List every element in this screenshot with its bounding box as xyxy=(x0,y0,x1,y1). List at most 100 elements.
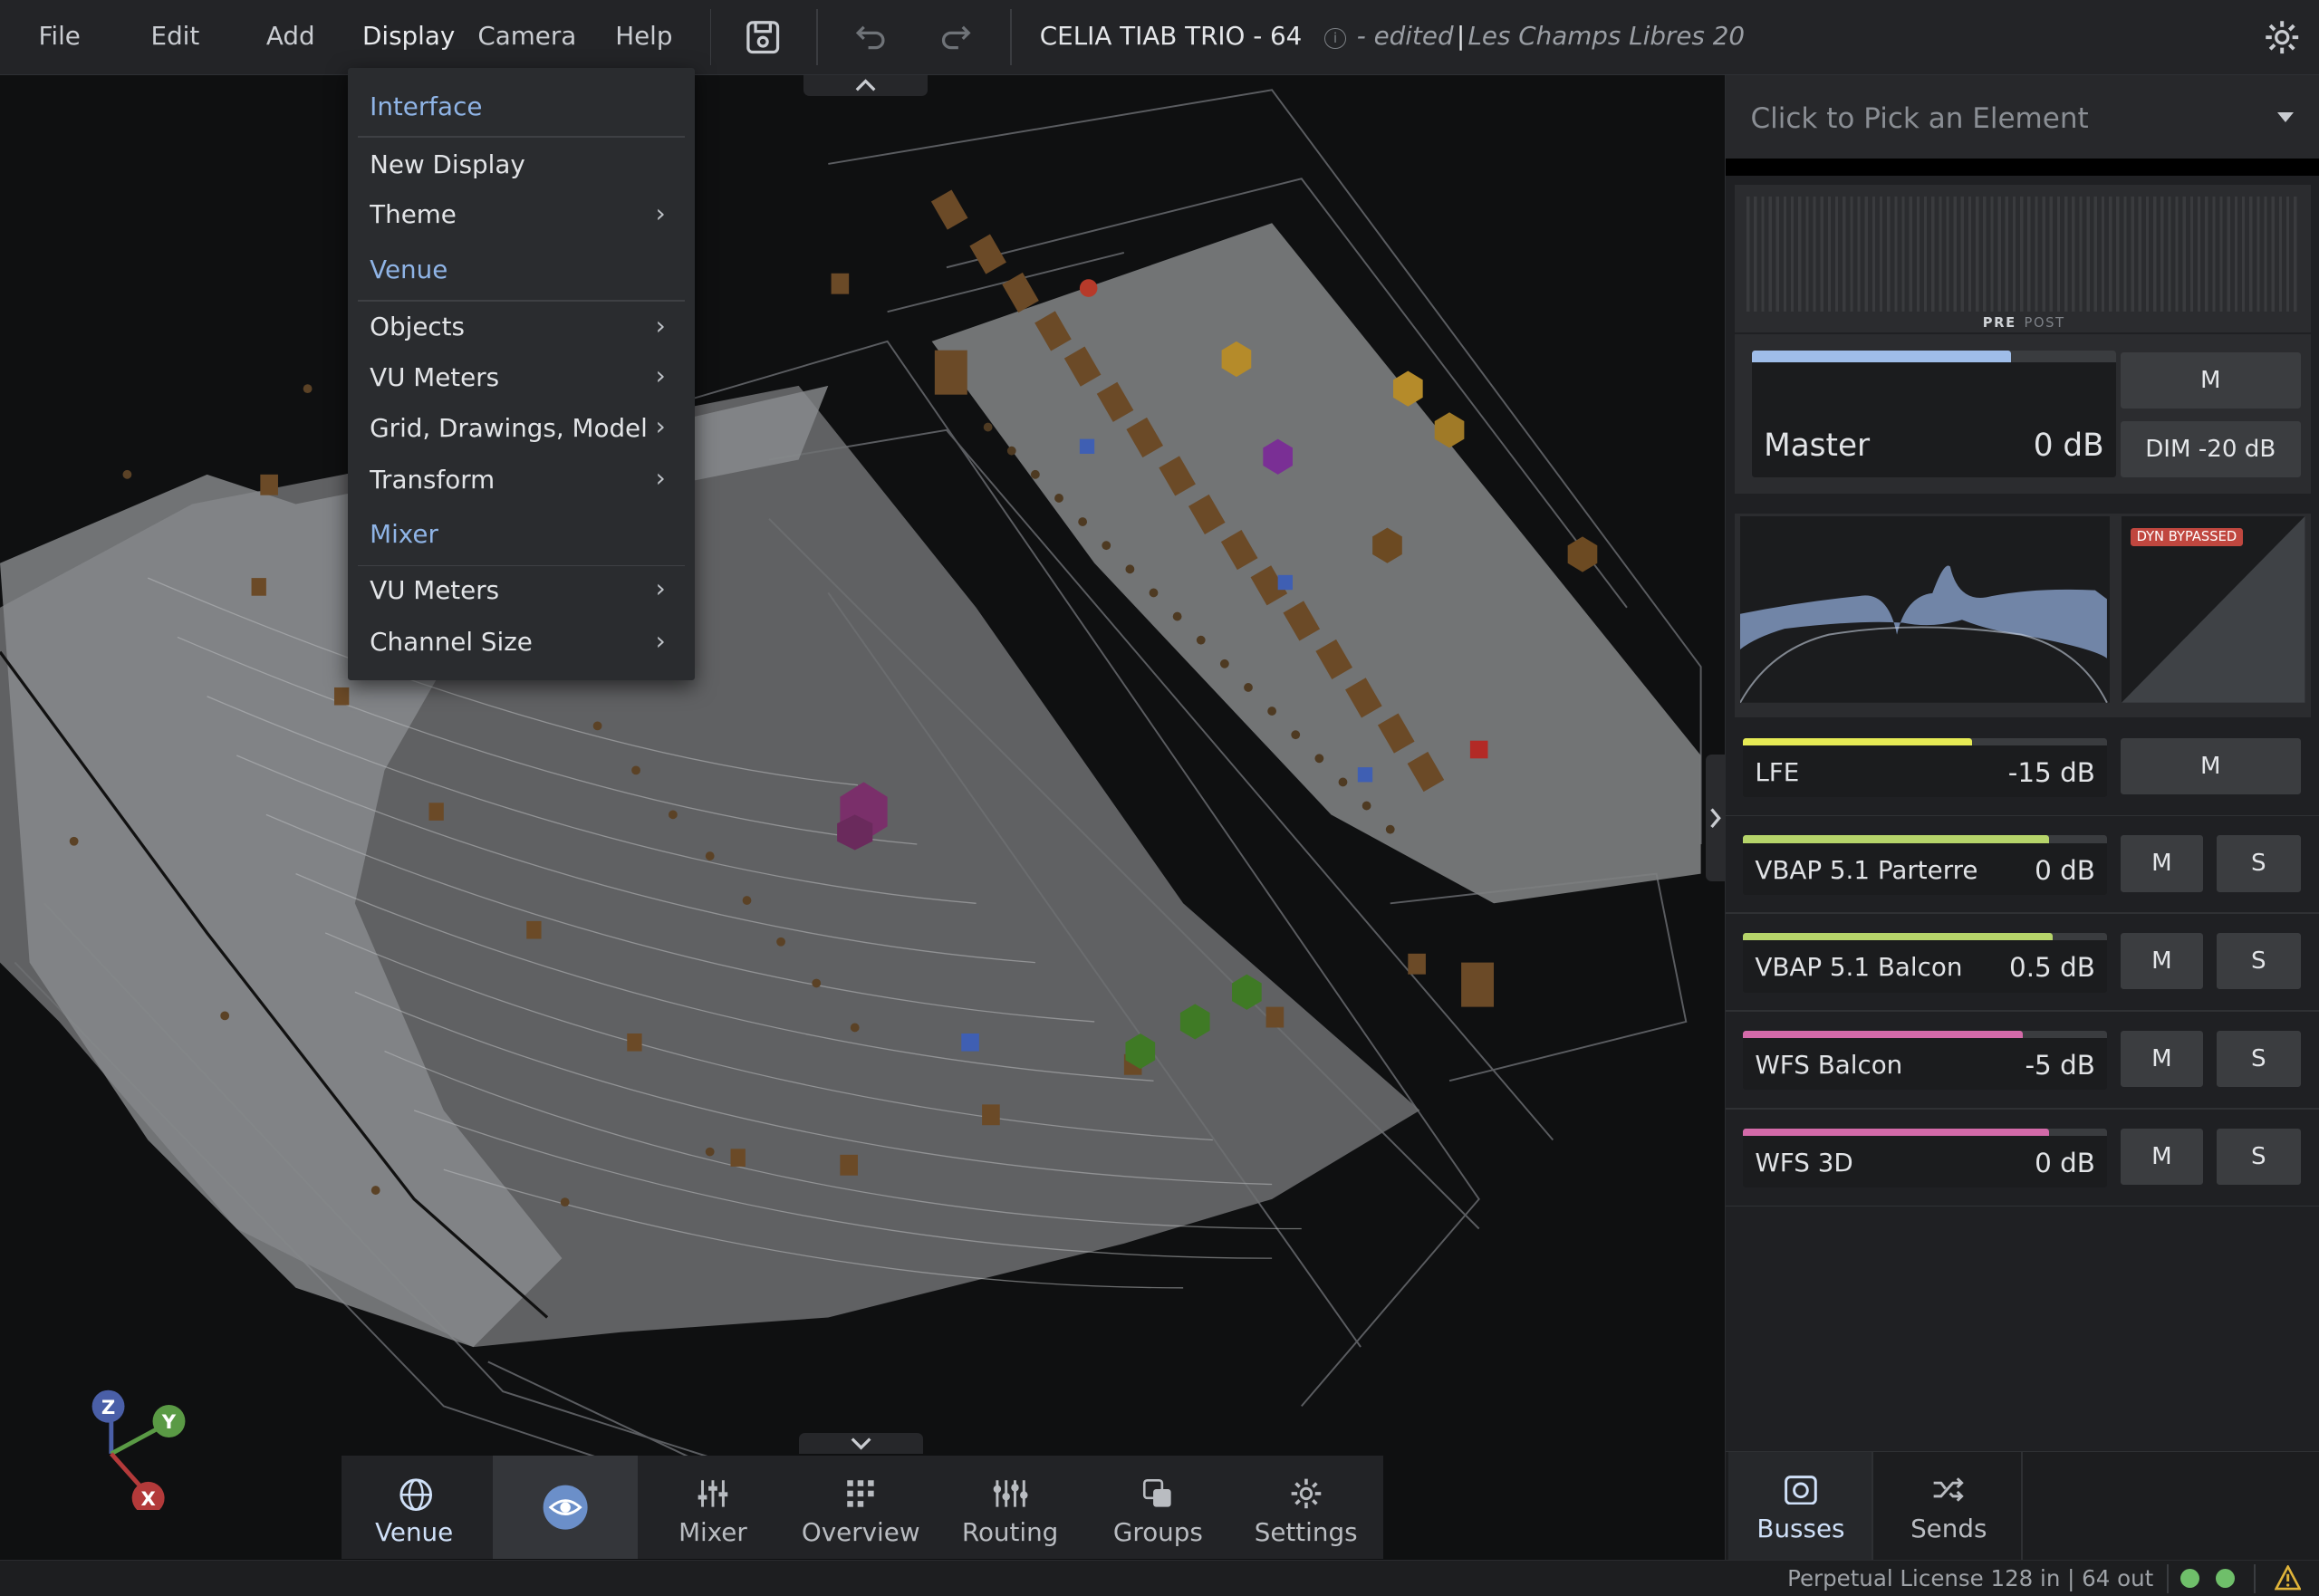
bottom-collapse-handle[interactable] xyxy=(798,1433,923,1454)
main-tab-bar: Venue Mixer Overview xyxy=(342,1455,1383,1559)
tab-view-toggle[interactable] xyxy=(492,1455,638,1559)
master-mute-button[interactable]: M xyxy=(2120,351,2301,409)
bus-fader[interactable]: WFS Balcon -5 dB xyxy=(1743,1030,2107,1091)
x-axis-handle[interactable] xyxy=(131,1481,165,1510)
bus-mute-button[interactable]: M xyxy=(2120,1030,2204,1088)
grid-icon xyxy=(847,1480,874,1507)
chevron-right-icon: › xyxy=(655,463,666,494)
bus-name: WFS Balcon xyxy=(1755,1050,1903,1081)
menu-item-mixer-vu-meters[interactable]: VU Meters › xyxy=(370,573,678,606)
menu-item-transform[interactable]: Transform › xyxy=(370,463,678,495)
warning-icon[interactable] xyxy=(2275,1565,2302,1591)
venue-model xyxy=(0,89,1702,1555)
menu-item-objects[interactable]: Objects › xyxy=(370,310,678,342)
tab-label: Venue xyxy=(375,1517,454,1548)
row-divider xyxy=(1725,1010,2319,1012)
x-axis-label: X xyxy=(140,1488,155,1510)
row-divider xyxy=(1725,814,2319,817)
bus-mute-button[interactable]: M xyxy=(2120,737,2301,794)
eq-curve-display[interactable] xyxy=(1740,515,2111,703)
z-axis-handle[interactable] xyxy=(91,1389,125,1423)
chevron-right-icon: › xyxy=(655,310,666,341)
menu-item-label: New Display xyxy=(370,149,525,179)
venue-3d-viewport[interactable]: Z Y X xyxy=(0,75,1725,1561)
tab-mixer[interactable]: Mixer xyxy=(640,1456,785,1559)
bus-fader[interactable]: WFS 3D 0 dB xyxy=(1743,1128,2107,1188)
routing-icon xyxy=(993,1480,1028,1507)
info-icon[interactable]: i xyxy=(1324,28,1346,50)
master-fader[interactable]: Master 0 dB xyxy=(1752,350,2116,478)
bus-mute-button[interactable]: M xyxy=(2120,933,2204,990)
element-picker-dropdown[interactable]: Click to Pick an Element xyxy=(1725,75,2319,159)
eye-icon xyxy=(543,1485,588,1530)
menu-item-label: Theme xyxy=(370,199,457,230)
menu-display[interactable]: Display xyxy=(362,20,456,51)
y-axis-handle[interactable] xyxy=(152,1405,186,1437)
sliders-icon xyxy=(698,1480,728,1507)
bus-solo-button[interactable]: S xyxy=(2216,1128,2301,1185)
bus-solo-button[interactable]: S xyxy=(2216,1030,2301,1088)
menu-divider xyxy=(358,564,685,567)
menu-help[interactable]: Help xyxy=(615,20,673,51)
tab-venue[interactable]: Venue xyxy=(342,1456,486,1559)
gear-icon[interactable] xyxy=(2263,18,2301,56)
tab-routing[interactable]: Routing xyxy=(938,1456,1083,1559)
bus-fader[interactable]: LFE -15 dB xyxy=(1743,737,2107,797)
axes-gizmo[interactable]: Z Y X xyxy=(74,1377,207,1510)
menu-add[interactable]: Add xyxy=(265,20,315,51)
menu-camera[interactable]: Camera xyxy=(477,20,577,51)
tab-settings[interactable]: Settings xyxy=(1234,1456,1379,1559)
menu-item-venue-vu-meters[interactable]: VU Meters › xyxy=(370,361,678,392)
dim-button[interactable]: DIM -20 dB xyxy=(2120,421,2301,478)
fader-level xyxy=(1743,835,2050,843)
bus-name: VBAP 5.1 Parterre xyxy=(1755,854,1978,885)
undo-icon[interactable] xyxy=(851,18,889,56)
menu-file[interactable]: File xyxy=(38,20,81,51)
chevron-right-icon: › xyxy=(655,361,666,391)
project-name: CELIA TIAB TRIO - 64 xyxy=(1039,20,1303,51)
document-title: CELIA TIAB TRIO - 64 i - edited | Les Cham… xyxy=(1040,21,1745,51)
chevron-down-icon xyxy=(2276,112,2294,122)
row-divider xyxy=(1725,912,2319,914)
chevron-right-icon: › xyxy=(655,197,666,228)
save-icon[interactable] xyxy=(744,18,782,56)
menu-edit[interactable]: Edit xyxy=(150,20,200,51)
bus-name: VBAP 5.1 Balcon xyxy=(1755,952,1963,983)
bus-name: LFE xyxy=(1755,756,1800,787)
tab-groups[interactable]: Groups xyxy=(1085,1456,1230,1559)
dynamics-curve-display[interactable] xyxy=(2122,515,2305,703)
bus-mute-button[interactable]: M xyxy=(2120,1128,2204,1185)
menu-item-theme[interactable]: Theme › xyxy=(370,197,678,230)
tab-sends[interactable]: Sends xyxy=(1876,1452,2021,1562)
menu-item-label: Transform xyxy=(370,464,496,495)
menu-section-interface: Interface xyxy=(370,91,483,122)
bus-solo-button[interactable]: S xyxy=(2216,835,2301,892)
tab-overview[interactable]: Overview xyxy=(788,1456,933,1559)
bus-solo-button[interactable]: S xyxy=(2216,933,2301,990)
menu-item-grid-drawings-model[interactable]: Grid, Drawings, Model › xyxy=(370,411,678,443)
license-status: Perpetual License 128 in | 64 out xyxy=(1787,1565,2154,1592)
menu-divider xyxy=(358,300,685,303)
bus-fader[interactable]: VBAP 5.1 Balcon 0.5 dB xyxy=(1743,933,2107,993)
gear-icon xyxy=(1291,1478,1321,1509)
row-divider xyxy=(1725,1107,2319,1110)
bus-row: VBAP 5.1 Parterre 0 dB M S xyxy=(1725,835,2319,924)
meter-post-toggle[interactable]: POST xyxy=(2024,314,2065,331)
status-ok-indicator xyxy=(2179,1568,2199,1588)
bus-mute-button[interactable]: M xyxy=(2120,835,2204,892)
vu-meter-bars xyxy=(1746,197,2300,312)
right-panel-toggle[interactable] xyxy=(1705,754,1727,882)
globe-icon xyxy=(399,1478,432,1512)
toolbar-divider xyxy=(709,8,712,65)
top-collapse-handle[interactable] xyxy=(803,75,928,97)
menu-item-channel-size[interactable]: Channel Size › xyxy=(370,626,678,658)
tab-busses[interactable]: Busses xyxy=(1727,1451,1873,1562)
bus-row: LFE -15 dB M xyxy=(1725,737,2319,827)
bus-fader[interactable]: VBAP 5.1 Parterre 0 dB xyxy=(1743,835,2107,895)
venue-name: Les Champs Libres 20 xyxy=(1467,20,1745,51)
redo-icon[interactable] xyxy=(938,18,976,56)
menu-item-label: VU Meters xyxy=(370,575,500,606)
meter-pre-toggle[interactable]: PRE xyxy=(1982,314,2016,331)
master-strip: Master 0 dB M DIM -20 dB xyxy=(1734,333,2312,495)
menu-item-new-display[interactable]: New Display xyxy=(370,149,678,179)
